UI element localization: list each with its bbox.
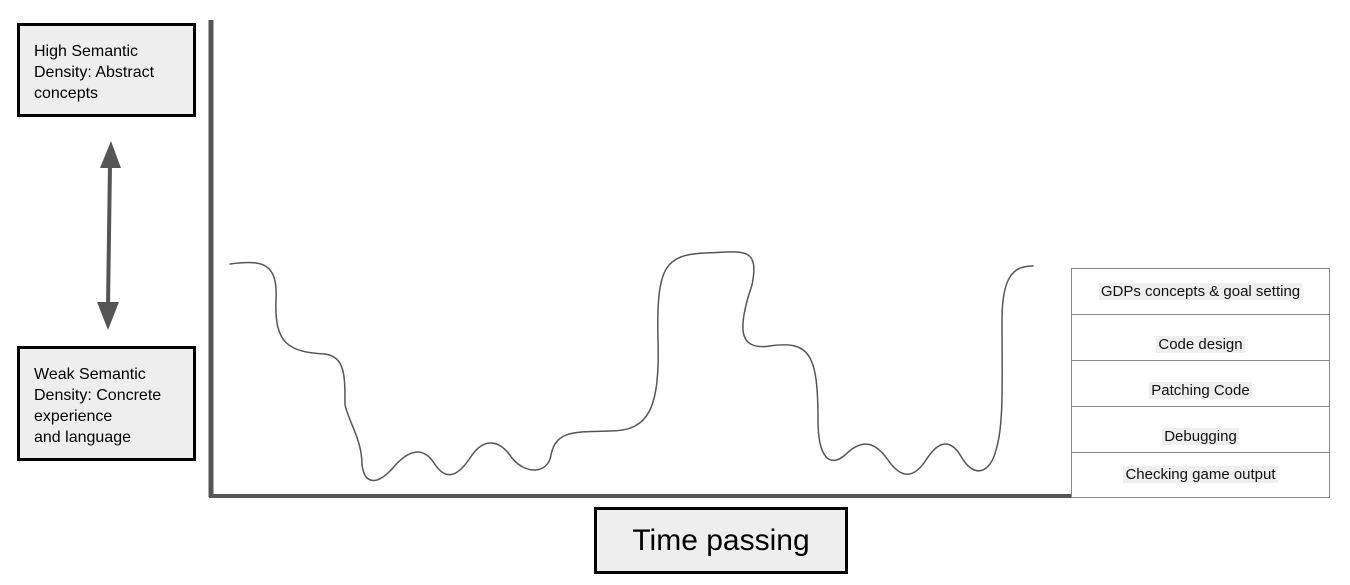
legend-item-label: Checking game output	[1123, 466, 1278, 483]
semantic-wave-curve	[229, 251, 1034, 482]
legend-item-label: Code design	[1156, 336, 1245, 353]
time-passing-label: Time passing	[632, 524, 810, 557]
double-arrow-icon	[97, 141, 121, 330]
legend-item-patching-code: Patching Code	[1072, 361, 1329, 407]
legend-item-label: Patching Code	[1149, 382, 1252, 399]
legend-item-label: GDPs concepts & goal setting	[1098, 283, 1303, 300]
legend-item-gdps-concepts: GDPs concepts & goal setting	[1072, 269, 1329, 315]
legend-item-label: Debugging	[1162, 428, 1239, 445]
activity-legend: GDPs concepts & goal setting Code design…	[1071, 268, 1330, 498]
legend-item-checking-game-output: Checking game output	[1072, 453, 1329, 498]
high-semantic-density-label: High Semantic Density: Abstract concepts	[34, 43, 155, 102]
weak-semantic-density-label: Weak Semantic Density: Concrete experien…	[34, 366, 162, 446]
high-semantic-density-box: High Semantic Density: Abstract concepts	[17, 23, 196, 117]
weak-semantic-density-box: Weak Semantic Density: Concrete experien…	[17, 346, 196, 461]
time-passing-box: Time passing	[594, 507, 848, 574]
legend-item-debugging: Debugging	[1072, 407, 1329, 453]
legend-item-code-design: Code design	[1072, 315, 1329, 361]
